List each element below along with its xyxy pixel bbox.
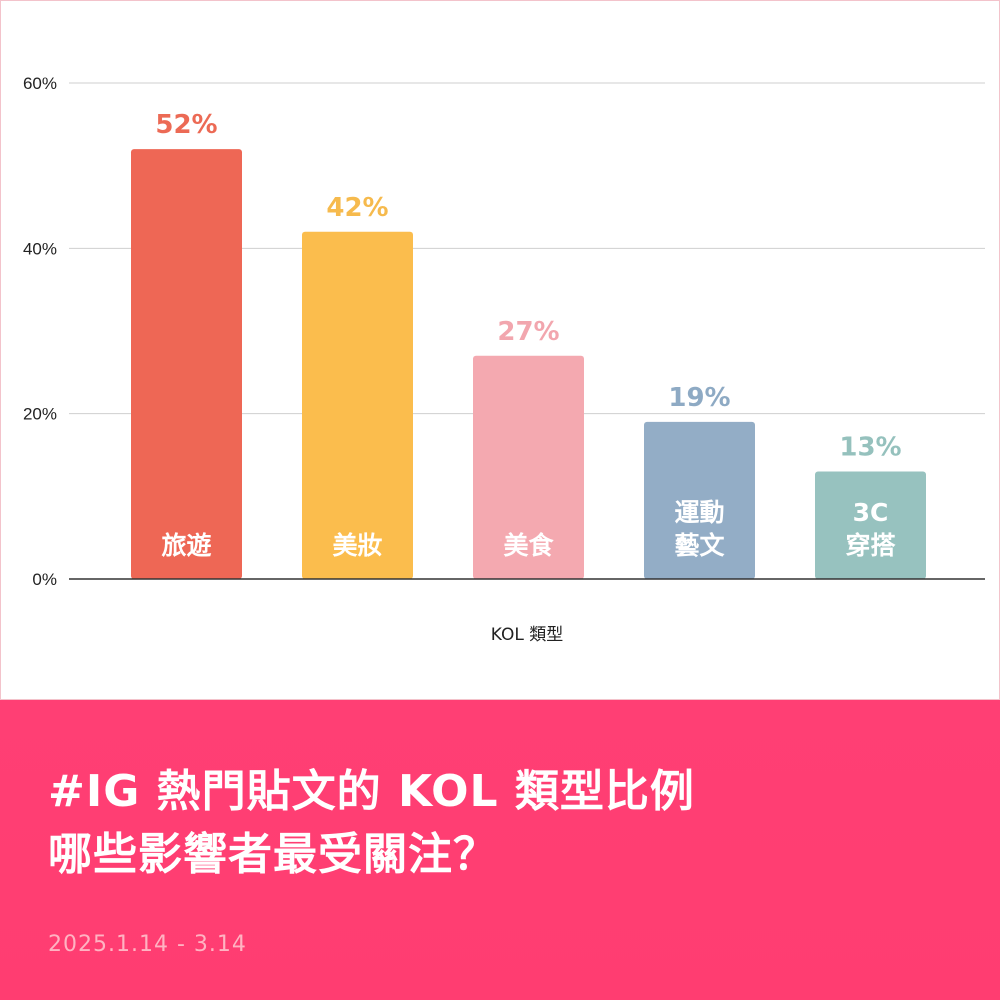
category-label: 3C 穿搭 (845, 498, 895, 560)
y-tick-label: 60% (23, 74, 57, 93)
value-label: 27% (497, 317, 559, 347)
category-label: 運動藝文 (674, 498, 725, 560)
category-label: 美妝 (332, 531, 382, 560)
y-tick-label: 20% (23, 405, 57, 424)
bar (644, 421, 755, 579)
y-tick-label: 40% (23, 239, 57, 258)
y-tick-label: 0% (32, 570, 57, 589)
headline-line-2: 哪些影響者最受關注？ (48, 829, 498, 880)
value-label: 19% (668, 383, 730, 413)
x-axis-label: KOL 類型 (491, 625, 563, 645)
bar-chart: 0% 20% 40% 60% 52% 旅遊 42% 美妝 27% 美食 19% 運動藝文 13% 3C 穿搭… (23, 74, 985, 645)
value-label: 13% (839, 433, 901, 463)
value-label: 52% (155, 110, 217, 140)
value-label: 42% (326, 193, 388, 223)
chart-area: 0% 20% 40% 60% 52% 旅遊 42% 美妝 27% 美食 19% 運動藝文 13% 3C 穿搭… (0, 0, 1000, 700)
title-banner: #IG 熱門貼文的 KOL 類型比例 哪些影響者最受關注？ 2025.1.14 … (0, 700, 1000, 1000)
date-range: 2025.1.14 - 3.14 (48, 932, 247, 957)
headline-line-1: #IG 熱門貼文的 KOL 類型比例 (48, 766, 695, 817)
bar (302, 231, 413, 580)
bar (815, 471, 926, 579)
bar (473, 355, 584, 579)
category-label: 旅遊 (161, 531, 211, 560)
bar (131, 149, 242, 579)
category-label: 美食 (503, 531, 554, 560)
